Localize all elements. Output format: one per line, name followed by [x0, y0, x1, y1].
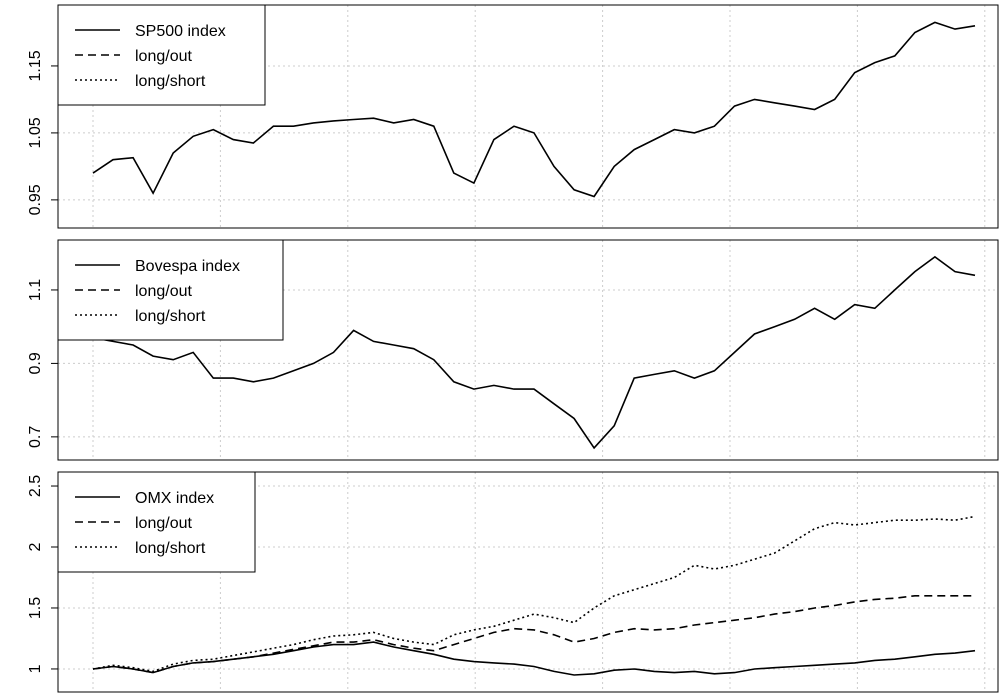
y-tick-label: 1.05 [27, 117, 44, 148]
plot-frame [57, 4, 999, 229]
y-tick-label: 0.95 [27, 184, 44, 215]
series-line [92, 255, 976, 450]
legend-label: long/out [135, 283, 192, 300]
y-tick-label: 2 [27, 542, 44, 551]
legend-label: long/short [135, 540, 206, 557]
y-tick-label: 1.1 [27, 279, 44, 301]
legend-label: long/out [135, 48, 192, 65]
y-tick-label: 1.15 [27, 50, 44, 81]
y-tick-label: 2.5 [27, 475, 44, 497]
y-tick-label: 0.9 [27, 352, 44, 374]
legend-label: Bovespa index [135, 258, 240, 275]
y-tick-label: 0.7 [27, 426, 44, 448]
legend-label: SP500 index [135, 23, 226, 40]
plot-frame [57, 239, 999, 461]
legend-label: long/short [135, 308, 206, 325]
legend-label: long/short [135, 73, 206, 90]
series-line [92, 595, 975, 674]
y-tick-label: 1.5 [27, 597, 44, 619]
legend-label: OMX index [135, 490, 214, 507]
plot-frame [57, 471, 999, 693]
series-line [92, 641, 976, 676]
y-tick-label: 1 [27, 664, 44, 673]
series-line [92, 21, 976, 198]
legend-label: long/out [135, 515, 192, 532]
series-line [92, 515, 976, 673]
